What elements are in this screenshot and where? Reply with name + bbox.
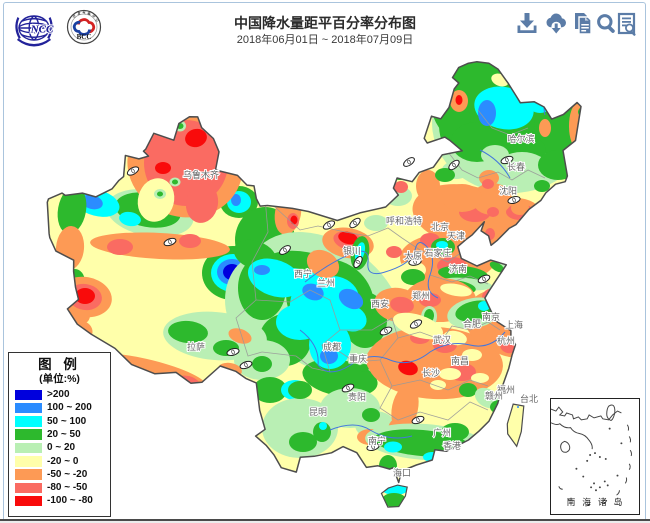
- svg-text:杭州: 杭州: [497, 335, 515, 346]
- svg-text:0: 0: [130, 167, 137, 175]
- svg-text:0: 0: [167, 239, 173, 247]
- svg-text:西安: 西安: [371, 298, 389, 309]
- svg-text:京: 京: [77, 11, 80, 16]
- svg-text:0: 0: [451, 161, 459, 169]
- svg-text:乌鲁木齐: 乌鲁木齐: [183, 169, 219, 180]
- svg-text:贵阳: 贵阳: [348, 391, 366, 402]
- svg-text:中: 中: [92, 13, 95, 18]
- svg-text:北: 北: [72, 13, 75, 18]
- svg-text:0: 0: [282, 246, 289, 254]
- svg-text:台北: 台北: [520, 393, 538, 404]
- svg-text:0: 0: [352, 219, 360, 227]
- svg-text:重庆: 重庆: [349, 353, 367, 364]
- svg-text:0: 0: [512, 197, 518, 205]
- svg-text:0: 0: [371, 444, 377, 452]
- svg-text:0: 0: [243, 362, 249, 370]
- svg-text:候: 候: [87, 11, 91, 16]
- svg-text:0: 0: [413, 320, 420, 328]
- svg-text:南昌: 南昌: [451, 355, 469, 366]
- svg-text:长沙: 长沙: [422, 367, 440, 378]
- svg-text:福州: 福州: [497, 384, 515, 395]
- svg-text:0: 0: [326, 221, 333, 229]
- svg-text:昆明: 昆明: [309, 407, 327, 417]
- svg-text:拉萨: 拉萨: [187, 341, 205, 352]
- svg-text:0: 0: [231, 349, 237, 357]
- svg-text:BCC: BCC: [77, 33, 92, 41]
- svg-text:NCC: NCC: [30, 24, 54, 36]
- svg-text:海口: 海口: [393, 467, 411, 478]
- svg-text:北京: 北京: [431, 221, 449, 232]
- svg-text:郑州: 郑州: [412, 290, 430, 301]
- svg-text:0: 0: [481, 276, 488, 284]
- svg-text:武汉: 武汉: [433, 334, 451, 345]
- svg-text:兰州: 兰州: [317, 277, 335, 288]
- svg-text:济南: 济南: [449, 263, 467, 274]
- svg-text:太原: 太原: [404, 250, 422, 261]
- svg-text:银川: 银川: [343, 245, 361, 256]
- svg-text:南京: 南京: [482, 311, 500, 322]
- svg-text:0: 0: [383, 328, 390, 336]
- svg-text:呼和浩特: 呼和浩特: [386, 215, 422, 226]
- svg-text:上海: 上海: [505, 319, 523, 330]
- svg-text:NCC: NCC: [30, 24, 54, 36]
- svg-text:广州: 广州: [433, 427, 451, 438]
- svg-text:0: 0: [406, 158, 413, 166]
- svg-text:天津: 天津: [447, 231, 465, 241]
- svg-text:南宁: 南宁: [368, 435, 386, 446]
- svg-text:沈阳: 沈阳: [499, 185, 517, 196]
- svg-text:气: 气: [82, 10, 85, 15]
- svg-text:合肥: 合肥: [463, 318, 481, 329]
- svg-text:长春: 长春: [507, 161, 525, 172]
- svg-text:赣州: 赣州: [485, 390, 503, 401]
- svg-text:0: 0: [345, 385, 352, 393]
- svg-text:0: 0: [355, 259, 363, 266]
- svg-text:西宁: 西宁: [294, 268, 312, 279]
- svg-text:0: 0: [504, 157, 510, 165]
- svg-text:石家庄: 石家庄: [424, 247, 451, 258]
- svg-text:成都: 成都: [323, 341, 341, 352]
- svg-text:心: 心: [95, 17, 98, 22]
- svg-text:0: 0: [415, 417, 421, 425]
- svg-text:0: 0: [413, 259, 418, 267]
- svg-text:香港: 香港: [443, 440, 461, 451]
- svg-text:哈尔滨: 哈尔滨: [507, 133, 534, 144]
- svg-text:南海诸岛: 南海诸岛: [567, 496, 630, 507]
